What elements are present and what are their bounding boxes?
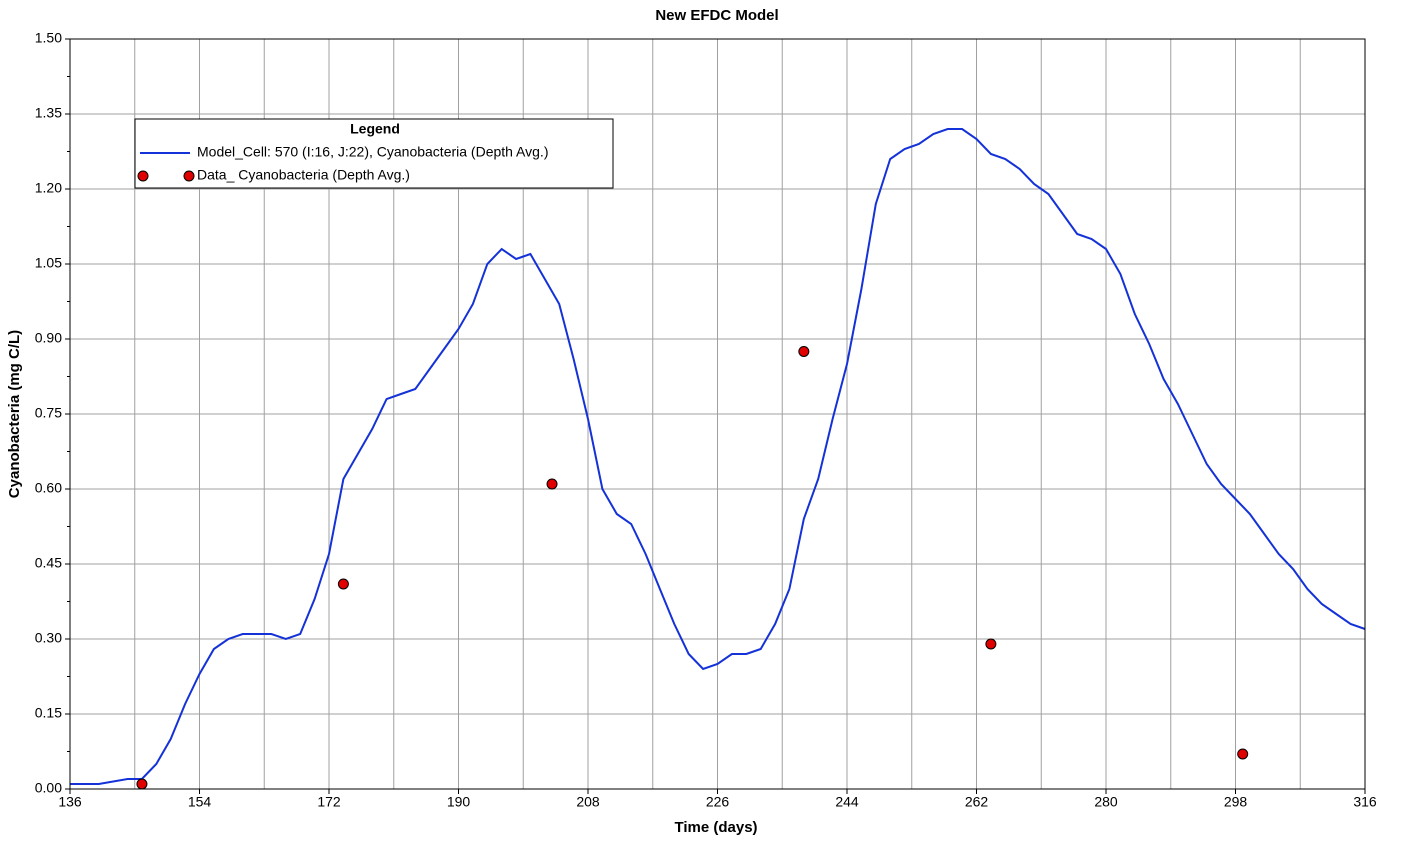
y-tick-label: 1.20 [35, 180, 62, 196]
x-tick-label: 262 [965, 794, 989, 810]
legend-swatch [137, 170, 149, 182]
data-point [546, 478, 558, 490]
y-axis-label: Cyanobacteria (mg C/L) [6, 330, 23, 498]
x-tick-label: 280 [1094, 794, 1118, 810]
x-tick-label: 316 [1353, 794, 1377, 810]
x-tick-label: 226 [706, 794, 730, 810]
chart-title: New EFDC Model [655, 7, 778, 24]
data-point [985, 638, 997, 650]
x-tick-label: 298 [1224, 794, 1248, 810]
y-tick-label: 0.60 [35, 480, 62, 496]
y-tick-label: 0.00 [35, 780, 62, 796]
plot-frame [69, 38, 1366, 790]
data-point [337, 578, 349, 590]
y-tick-label: 0.15 [35, 705, 62, 721]
x-tick-label: 208 [576, 794, 600, 810]
x-tick-label: 154 [188, 794, 212, 810]
x-tick-label: 172 [317, 794, 341, 810]
plot [70, 128, 1366, 790]
y-tick-label: 0.75 [35, 405, 62, 421]
x-tick-label: 190 [447, 794, 471, 810]
data-point [1237, 748, 1249, 760]
x-tick-label: 244 [835, 794, 859, 810]
y-tick-label: 1.50 [35, 30, 62, 46]
legend-label: Model_Cell: 570 (I:16, J:22), Cyanobacte… [197, 144, 548, 160]
data-point [798, 346, 810, 357]
x-tick-label: 136 [58, 794, 82, 810]
series-line [70, 128, 1366, 785]
y-tick-label: 1.05 [35, 255, 62, 271]
x-axis-label: Time (days) [674, 819, 757, 836]
y-tick-label: 1.35 [35, 105, 62, 121]
y-tick-label: 0.30 [35, 630, 62, 646]
legend-title: Legend [350, 121, 400, 137]
data-point [136, 778, 148, 790]
y-tick-label: 0.90 [35, 330, 62, 346]
legend-label: Data_ Cyanobacteria (Depth Avg.) [197, 167, 410, 183]
legend-box [134, 118, 614, 189]
y-tick-label: 0.45 [35, 555, 62, 571]
legend: Legend Model_Cell: 570 (I:16, J:22), Cya… [134, 118, 614, 189]
legend-swatch [183, 170, 195, 182]
